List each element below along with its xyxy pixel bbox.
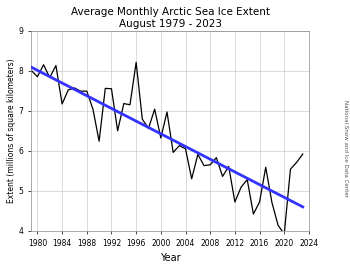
Y-axis label: Extent (millions of square kilometers): Extent (millions of square kilometers) — [7, 59, 16, 203]
Text: National Snow and Ice Data Center: National Snow and Ice Data Center — [343, 100, 348, 197]
Title: Average Monthly Arctic Sea Ice Extent
August 1979 - 2023: Average Monthly Arctic Sea Ice Extent Au… — [71, 7, 270, 29]
X-axis label: Year: Year — [160, 253, 180, 263]
